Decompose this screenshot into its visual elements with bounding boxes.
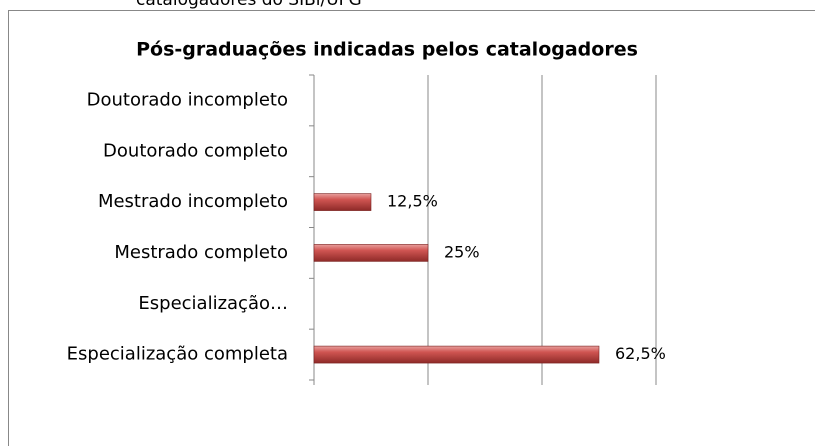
chart-frame [8,10,815,446]
caption: catalogadores do SIBi/UFG [136,0,362,10]
y-tick-label: Especialização… [138,293,288,314]
chart-title: Pós-graduações indicadas pelos catalogad… [136,39,638,61]
y-tick-label: Doutorado completo [103,140,288,161]
y-tick-label: Mestrado incompleto [98,191,288,212]
y-tick-label: Especialização completa [67,344,288,365]
y-tick-label: Doutorado incompleto [87,89,288,110]
bar [313,244,429,262]
data-label: 25% [444,242,480,261]
bar [313,345,600,364]
data-label: 62,5% [615,344,666,363]
y-tick-label: Mestrado completo [114,242,288,263]
bar [313,193,372,211]
data-label: 12,5% [387,192,438,211]
